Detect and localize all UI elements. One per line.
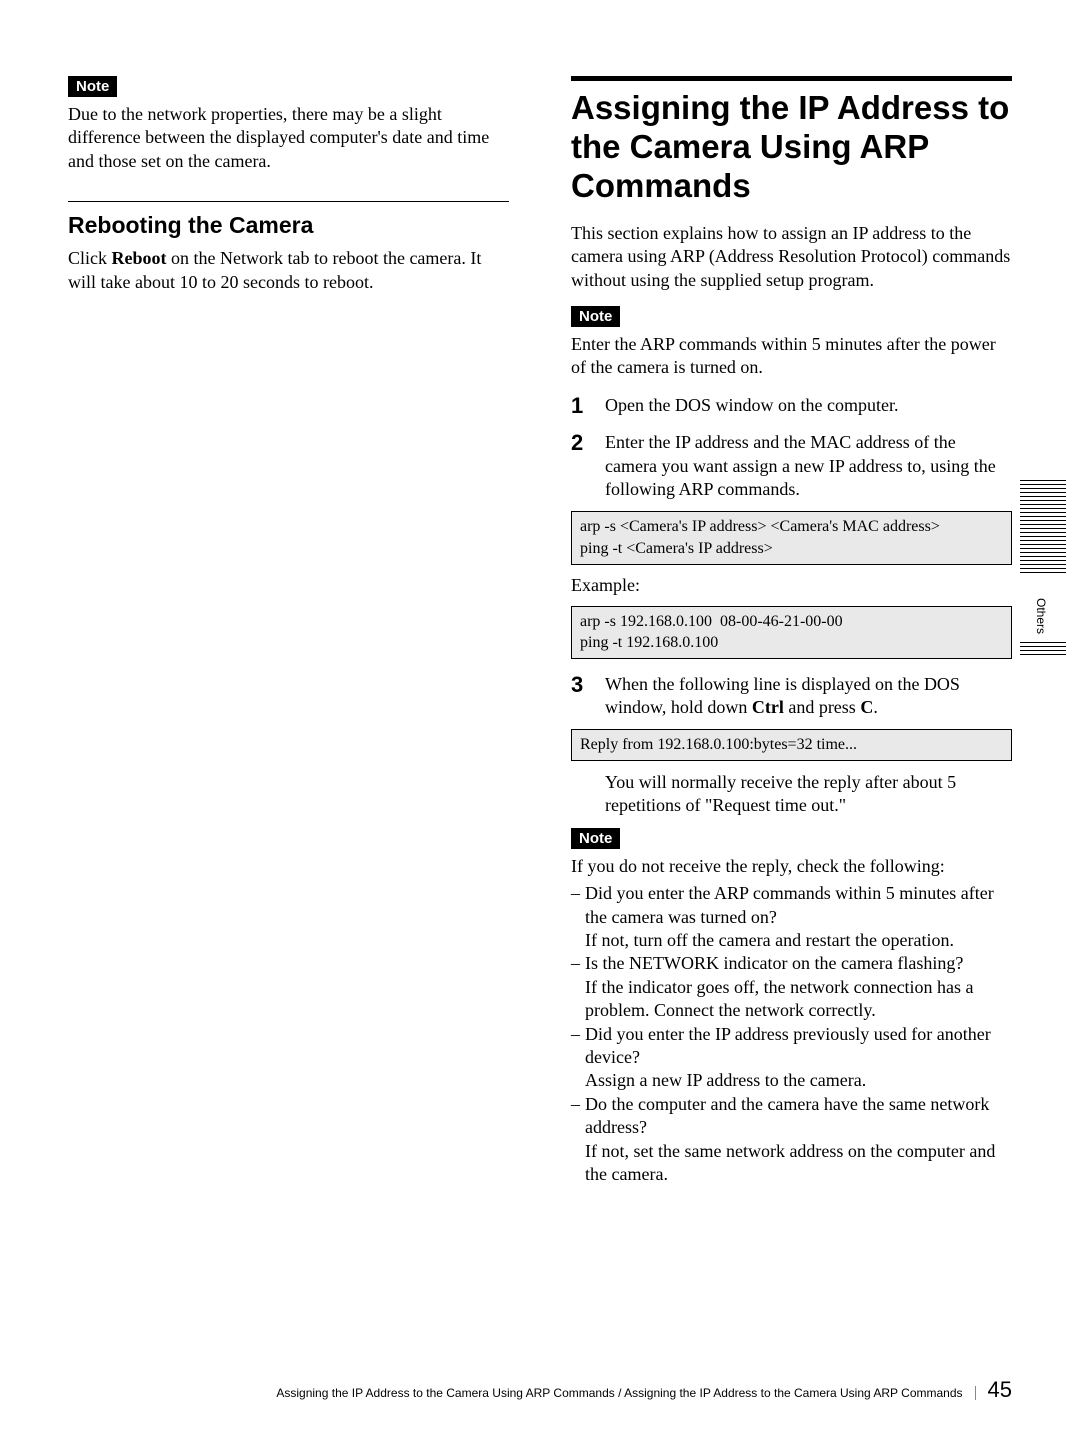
intro-text: This section explains how to assign an I…	[571, 222, 1012, 292]
code-block-3: Reply from 192.168.0.100:bytes=32 time..…	[571, 729, 1012, 761]
two-column-layout: Note Due to the network properties, ther…	[68, 76, 1012, 1186]
code-block-1: arp -s <Camera's IP address> <Camera's M…	[571, 511, 1012, 564]
reboot-body: Click Reboot on the Network tab to reboo…	[68, 247, 509, 294]
dash-icon: –	[571, 952, 585, 975]
step-number: 1	[571, 394, 605, 417]
page-number: 45	[988, 1377, 1012, 1403]
list-item: – Do the computer and the camera have th…	[571, 1093, 1012, 1140]
document-page: Note Due to the network properties, ther…	[0, 0, 1080, 1441]
list-item: – Did you enter the ARP commands within …	[571, 882, 1012, 929]
step-text: Open the DOS window on the computer.	[605, 394, 898, 417]
dash-icon: –	[571, 882, 585, 929]
bullet-q: Did you enter the IP address previously …	[585, 1023, 1012, 1070]
left-column: Note Due to the network properties, ther…	[68, 76, 509, 1186]
title-rule	[571, 76, 1012, 81]
step-1: 1 Open the DOS window on the computer.	[571, 394, 1012, 417]
troubleshoot-list: – Did you enter the ARP commands within …	[571, 882, 1012, 1186]
bullet-q: Do the computer and the camera have the …	[585, 1093, 1012, 1140]
step-2: 2 Enter the IP address and the MAC addre…	[571, 431, 1012, 501]
step3-bold1: Ctrl	[752, 697, 784, 717]
step3-after-text: You will normally receive the reply afte…	[605, 771, 1012, 818]
note-label: Note	[68, 76, 117, 97]
bullet-a: If not, set the same network address on …	[585, 1140, 1012, 1187]
thumb-index-lines-top	[1020, 480, 1066, 576]
reboot-body-pre: Click	[68, 248, 112, 268]
bullet-q: Did you enter the ARP commands within 5 …	[585, 882, 1012, 929]
bullet-a: Assign a new IP address to the camera.	[585, 1069, 1012, 1092]
reboot-heading: Rebooting the Camera	[68, 212, 509, 239]
code-block-2: arp -s 192.168.0.100 08-00-46-21-00-00 p…	[571, 606, 1012, 659]
step-3: 3 When the following line is displayed o…	[571, 673, 1012, 720]
step3-bold2: C	[860, 697, 873, 717]
step-number: 2	[571, 431, 605, 454]
main-title: Assigning the IP Address to the Camera U…	[571, 89, 1012, 206]
note2-intro: If you do not receive the reply, check t…	[571, 855, 1012, 878]
step-text: When the following line is displayed on …	[605, 673, 1012, 720]
note-label: Note	[571, 828, 620, 849]
dash-icon: –	[571, 1093, 585, 1140]
bullet-a: If the indicator goes off, the network c…	[585, 976, 1012, 1023]
thumb-index-lines-bottom	[1020, 642, 1066, 658]
dash-icon: –	[571, 1023, 585, 1070]
step3-mid: and press	[784, 697, 860, 717]
note1-text: Enter the ARP commands within 5 minutes …	[571, 333, 1012, 380]
note-body-text: Due to the network properties, there may…	[68, 103, 509, 173]
section-tab-label: Others	[1034, 598, 1048, 634]
step3-post: .	[873, 697, 878, 717]
bullet-q: Is the NETWORK indicator on the camera f…	[585, 952, 1012, 975]
section-divider	[68, 201, 509, 202]
page-footer: Assigning the IP Address to the Camera U…	[68, 1377, 1012, 1403]
right-column: Assigning the IP Address to the Camera U…	[571, 76, 1012, 1186]
step-number: 3	[571, 673, 605, 696]
example-label: Example:	[571, 575, 1012, 596]
step-text: Enter the IP address and the MAC address…	[605, 431, 1012, 501]
footer-breadcrumb: Assigning the IP Address to the Camera U…	[276, 1386, 975, 1400]
reboot-bold: Reboot	[112, 248, 167, 268]
note-label: Note	[571, 306, 620, 327]
list-item: – Is the NETWORK indicator on the camera…	[571, 952, 1012, 975]
list-item: – Did you enter the IP address previousl…	[571, 1023, 1012, 1070]
bullet-a: If not, turn off the camera and restart …	[585, 929, 1012, 952]
